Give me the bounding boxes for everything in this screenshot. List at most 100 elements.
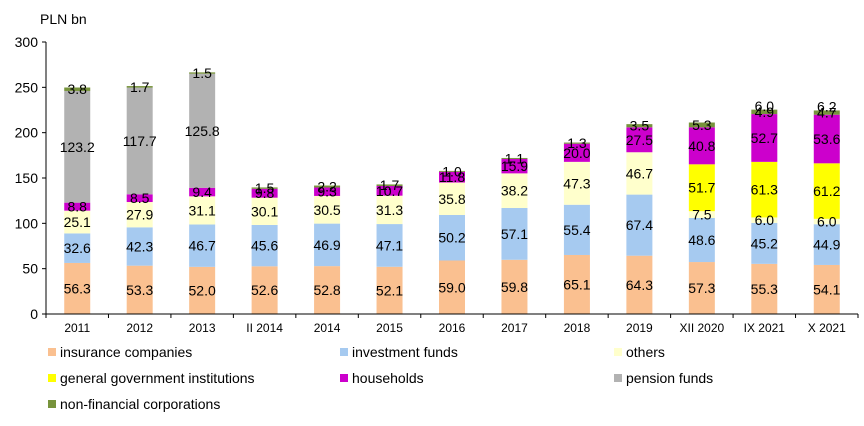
bar-value-label: 52.7 bbox=[751, 130, 778, 146]
x-tick-label: 2012 bbox=[126, 321, 153, 335]
bar-segment bbox=[626, 124, 653, 128]
bar-value-label: 52.8 bbox=[313, 282, 340, 298]
bar-value-label: 8.5 bbox=[130, 190, 150, 206]
bar-segment bbox=[251, 187, 278, 189]
legend-swatch bbox=[48, 374, 56, 382]
bar-segment bbox=[189, 72, 216, 74]
bar-value-label: 46.7 bbox=[189, 238, 216, 254]
bar-segment bbox=[563, 143, 590, 162]
x-tick-label: 2014 bbox=[314, 321, 341, 335]
bar-segment bbox=[64, 262, 91, 314]
y-tick-label: 50 bbox=[22, 261, 38, 277]
legend-item: investment funds bbox=[340, 344, 458, 360]
bar-value-label: 15.9 bbox=[501, 158, 528, 174]
bar-value-label: 4.9 bbox=[755, 104, 775, 120]
bar-segment bbox=[501, 157, 528, 159]
x-tick-label: 2018 bbox=[564, 321, 591, 335]
y-tick-label: 250 bbox=[15, 79, 39, 95]
bar-segment bbox=[813, 224, 840, 265]
bar-segment bbox=[751, 263, 778, 314]
legend-label: households bbox=[352, 370, 424, 386]
bar-value-label: 117.7 bbox=[123, 133, 157, 149]
bar-segment bbox=[64, 210, 91, 234]
legend-swatch bbox=[48, 400, 56, 408]
x-tick-label: 2017 bbox=[501, 321, 528, 335]
bar-value-label: 1.0 bbox=[442, 163, 462, 179]
bar-value-label: 57.1 bbox=[501, 226, 528, 242]
bar-value-label: 1.7 bbox=[380, 177, 400, 193]
bar-value-label: 3.8 bbox=[67, 81, 87, 97]
bar-segment bbox=[251, 266, 278, 314]
bar-value-label: 32.6 bbox=[64, 240, 91, 256]
bar-value-label: 55.3 bbox=[751, 281, 778, 297]
bar-value-label: 51.7 bbox=[688, 180, 715, 196]
bar-segment bbox=[439, 182, 465, 215]
bar-segment bbox=[314, 266, 341, 314]
bar-value-label: 48.6 bbox=[688, 232, 715, 248]
bar-value-label: 45.6 bbox=[251, 238, 278, 254]
bar-value-label: 25.1 bbox=[64, 214, 91, 230]
bar-segment bbox=[626, 127, 653, 153]
bar-value-label: 3.5 bbox=[630, 118, 650, 134]
bar-segment bbox=[813, 264, 840, 314]
bar-segment bbox=[376, 184, 403, 186]
bar-segment bbox=[126, 227, 153, 266]
bar-value-label: 57.3 bbox=[688, 280, 715, 296]
bar-value-label: 47.3 bbox=[563, 175, 590, 191]
legend: insurance companies investment funds other… bbox=[48, 344, 713, 412]
bar-value-label: 125.8 bbox=[185, 123, 220, 139]
x-tick-label: XII 2020 bbox=[679, 321, 724, 335]
bar-segment bbox=[314, 185, 341, 188]
bar-value-label: 10.7 bbox=[376, 183, 403, 199]
bar-segment bbox=[189, 196, 216, 225]
bar-value-label: 9.8 bbox=[255, 185, 275, 201]
bar-segment bbox=[126, 194, 153, 203]
legend-label: others bbox=[626, 344, 665, 360]
legend-swatch bbox=[614, 348, 622, 356]
legend-item: households bbox=[340, 370, 424, 386]
bar-segment bbox=[126, 265, 153, 314]
bar-value-label: 52.6 bbox=[251, 282, 278, 298]
legend-item: general government institutions bbox=[48, 370, 255, 386]
bar-segment bbox=[251, 224, 278, 267]
bar-segment bbox=[688, 164, 715, 212]
bar-segment bbox=[563, 204, 590, 255]
bar-value-label: 64.3 bbox=[626, 277, 653, 293]
bar-value-label: 31.1 bbox=[189, 202, 216, 218]
bar-value-label: 9.3 bbox=[317, 184, 337, 200]
bar-value-label-extra: 6.0 bbox=[755, 98, 775, 114]
legend-label: non-financial corporations bbox=[60, 396, 220, 412]
bar-value-label: 1.5 bbox=[255, 180, 275, 196]
bar-value-label: 30.5 bbox=[313, 202, 340, 218]
bar-value-label: 44.9 bbox=[813, 237, 840, 253]
bar-value-labels: 56.3 32.6 25.18.8 123.2 3.8 53.3 42.3 27.98.5 11… bbox=[60, 65, 841, 298]
bar-segment bbox=[439, 170, 465, 172]
legend-item: others bbox=[614, 344, 665, 360]
y-axis: 0 50 100 150 200 250 300 bbox=[15, 34, 47, 322]
bar-segment bbox=[751, 114, 778, 162]
bar-segment bbox=[64, 202, 91, 211]
bar-segment bbox=[376, 185, 403, 196]
bar-segment bbox=[439, 260, 465, 314]
x-tick-label: IX 2021 bbox=[744, 321, 786, 335]
bar-value-label: 65.1 bbox=[563, 276, 590, 292]
bar-segment bbox=[688, 262, 715, 314]
bar-value-label: 6.0 bbox=[755, 212, 775, 228]
bar-value-label: 40.8 bbox=[688, 138, 715, 154]
bar-segment bbox=[189, 266, 216, 314]
legend-swatch bbox=[614, 374, 622, 382]
x-tick-label: II 2014 bbox=[246, 321, 283, 335]
x-tick-label: 2016 bbox=[439, 321, 466, 335]
bar-value-label: 53.3 bbox=[126, 282, 153, 298]
bar-value-label: 61.3 bbox=[751, 182, 778, 198]
legend-label: investment funds bbox=[352, 344, 458, 360]
bar-value-label: 56.3 bbox=[64, 280, 91, 296]
bar-segment bbox=[501, 208, 528, 260]
bar-value-label: 46.7 bbox=[626, 165, 653, 181]
y-tick-label: 100 bbox=[15, 215, 39, 231]
bar-value-label: 47.1 bbox=[376, 237, 403, 253]
bar-segment bbox=[64, 90, 91, 203]
bar-value-label: 6.0 bbox=[817, 214, 837, 230]
bar-segment bbox=[189, 224, 216, 267]
bar-value-label: 61.2 bbox=[813, 183, 840, 199]
